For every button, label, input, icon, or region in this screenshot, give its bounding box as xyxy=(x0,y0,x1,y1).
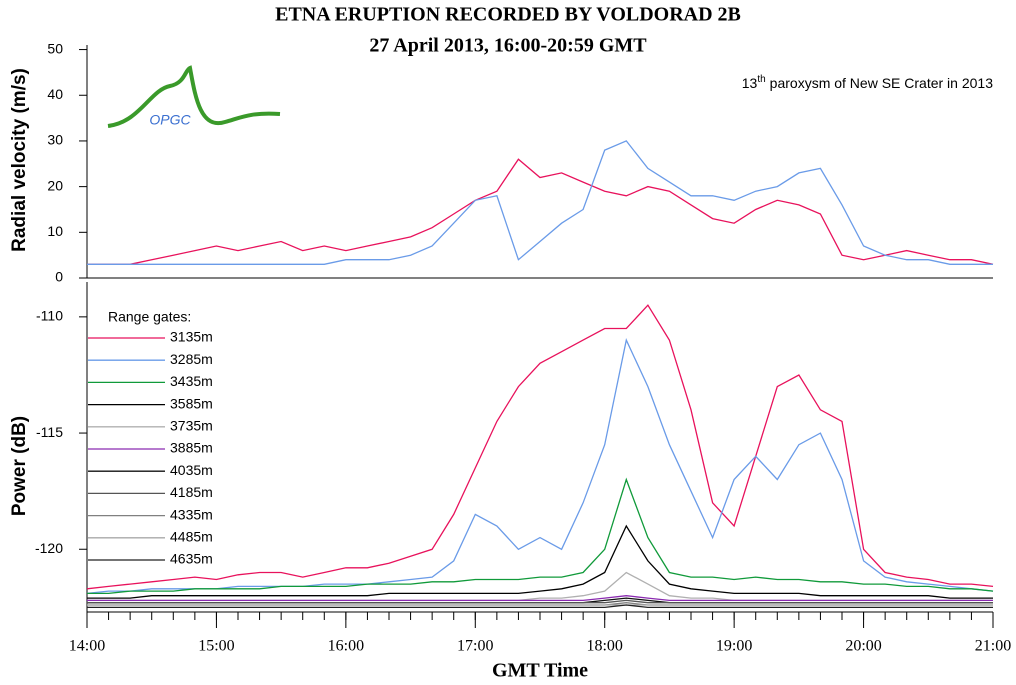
y-tick-label: -110 xyxy=(36,308,63,324)
legend-label: 4485m xyxy=(170,529,213,545)
y-tick-label: -115 xyxy=(36,424,63,440)
series-line xyxy=(86,338,994,595)
y-tick-label: 10 xyxy=(47,223,63,239)
legend-label: 3585m xyxy=(170,395,213,411)
x-tick-label: 14:00 xyxy=(69,638,105,655)
legend-label: 4035m xyxy=(170,462,213,478)
y-tick-label: -120 xyxy=(35,540,63,556)
x-tick-label: 17:00 xyxy=(457,638,493,655)
series-line xyxy=(87,595,993,602)
annotation-text: paroxysm of New SE Crater in 2013 xyxy=(770,75,994,91)
legend-label: 3435m xyxy=(170,373,213,389)
logo: OPGC xyxy=(107,65,281,128)
annotation-superscript: th xyxy=(757,74,765,85)
series-line xyxy=(86,304,994,590)
annotation: 13th paroxysm of New SE Crater in 2013 xyxy=(742,74,993,91)
x-tick-label: 20:00 xyxy=(845,638,881,655)
y-tick-label: 0 xyxy=(55,269,63,285)
x-tick-label: 15:00 xyxy=(198,638,234,655)
legend-label: 3285m xyxy=(170,351,213,367)
legend-label: 4335m xyxy=(170,506,213,522)
series-line xyxy=(87,599,993,604)
legend-label: 3135m xyxy=(170,329,213,345)
series-line xyxy=(87,158,994,265)
y-tick-label: 20 xyxy=(47,177,63,193)
x-tick-label: 21:00 xyxy=(975,638,1011,655)
legend-label: 4185m xyxy=(170,484,213,500)
chart-title: ETNA ERUPTION RECORDED BY VOLDORAD 2B xyxy=(275,4,741,26)
x-tick-label: 16:00 xyxy=(328,638,364,655)
x-tick-label: 18:00 xyxy=(586,638,622,655)
series-line xyxy=(87,524,993,599)
logo-curve xyxy=(107,65,281,128)
y-tick-label: 30 xyxy=(47,132,63,148)
series-line xyxy=(87,140,993,265)
logo-text: OPGC xyxy=(149,112,191,128)
legend-label: 3735m xyxy=(170,418,213,434)
y-tick-label: 50 xyxy=(47,40,63,56)
x-tick-label: 19:00 xyxy=(716,638,752,655)
chart-subtitle: 27 April 2013, 16:00-20:59 GMT xyxy=(369,35,647,57)
series-line xyxy=(87,477,994,595)
legend-label: 3885m xyxy=(170,440,213,456)
legend-title: Range gates: xyxy=(108,309,191,325)
x-axis-label: GMT Time xyxy=(492,660,588,682)
y-axis-label: Power (dB) xyxy=(9,416,30,516)
y-axis-label: Radial velocity (m/s) xyxy=(9,68,30,252)
y-tick-label: 40 xyxy=(47,86,63,102)
annotation-number: 13 xyxy=(742,75,758,91)
series-line xyxy=(87,604,993,609)
legend-label: 4635m xyxy=(170,551,213,567)
